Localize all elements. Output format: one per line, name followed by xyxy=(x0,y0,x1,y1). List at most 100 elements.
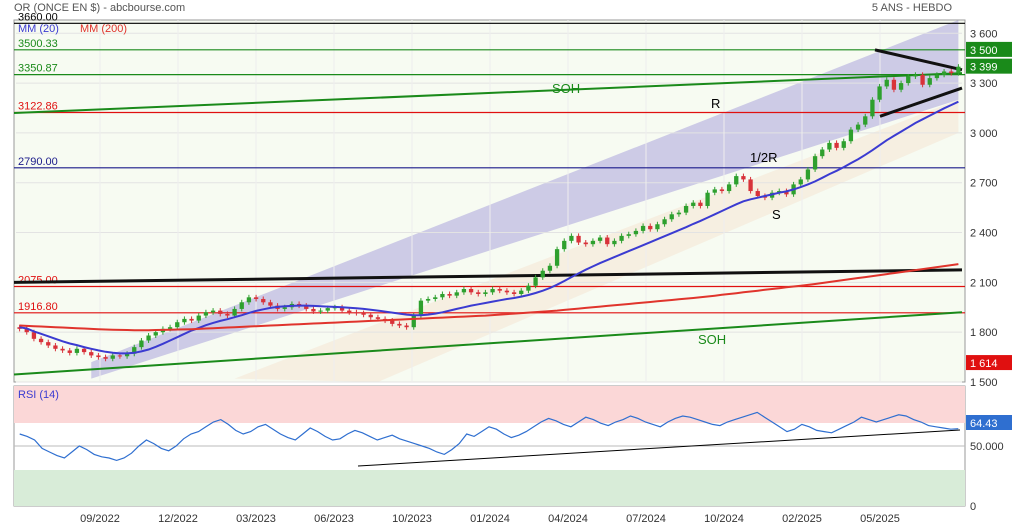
ma20-line xyxy=(19,100,959,355)
candle-body xyxy=(927,78,932,85)
rsi-tick-label: 0 xyxy=(970,501,976,513)
candle-body xyxy=(834,142,839,148)
y-tick-label: 1 500 xyxy=(970,377,998,389)
x-tick-label: 09/2022 xyxy=(80,513,120,525)
candle-body xyxy=(368,314,373,318)
candle-body xyxy=(812,156,818,170)
candle-body xyxy=(203,312,209,316)
candle-body xyxy=(562,240,567,250)
triangle-bottom-line xyxy=(879,86,963,118)
chart-period: 5 ANS - HEBDO xyxy=(871,2,952,14)
rsi-overbought-zone xyxy=(14,386,965,423)
candle-body xyxy=(533,277,538,286)
candle-body xyxy=(53,345,58,349)
candle-body xyxy=(483,292,488,294)
candle-body xyxy=(24,328,29,333)
candle-body xyxy=(167,327,173,329)
candle-body xyxy=(210,310,216,313)
candle-body xyxy=(38,338,44,343)
r-label: R xyxy=(711,96,720,111)
candle-body xyxy=(232,308,237,316)
candle-body xyxy=(913,74,918,77)
level-label: 1916.80 xyxy=(18,301,58,313)
y-tick-label: 3 600 xyxy=(970,28,998,40)
soh-lower-line xyxy=(13,311,963,376)
price-badge xyxy=(966,41,1012,57)
candle-body xyxy=(820,149,825,157)
candle-body xyxy=(96,355,101,358)
candle-body xyxy=(662,219,667,225)
candle-body xyxy=(433,297,438,299)
candle-body xyxy=(877,86,882,100)
candle-body xyxy=(397,323,402,326)
level-label: 3660.00 xyxy=(18,11,58,23)
y-tick-label: 2 700 xyxy=(970,178,998,190)
soh-upper-line xyxy=(13,72,963,114)
candle-body xyxy=(282,307,287,309)
candle-body xyxy=(318,310,323,312)
candle-body xyxy=(626,234,631,236)
candle-body xyxy=(304,305,309,309)
grid xyxy=(16,20,962,383)
candle-body xyxy=(175,322,180,328)
candle-body xyxy=(225,313,230,316)
price-badge-label: 1 614 xyxy=(970,358,998,370)
candle-body xyxy=(798,179,803,185)
ma200-line xyxy=(19,263,959,332)
candle-body xyxy=(590,240,596,245)
half-r-label: 1/2R xyxy=(750,150,777,165)
rsi-value-label: 64.43 xyxy=(970,418,998,430)
candle-body xyxy=(468,289,474,293)
candle-body xyxy=(497,289,502,291)
candle-body xyxy=(583,242,588,245)
x-tick-label: 06/2023 xyxy=(314,513,354,525)
candle-body xyxy=(182,318,187,323)
candle-body xyxy=(454,292,459,296)
candle-body xyxy=(784,191,789,195)
price-badge-label: 3 500 xyxy=(970,45,998,57)
candle-body xyxy=(347,310,352,313)
price-badge xyxy=(966,58,1012,74)
candle-body xyxy=(261,298,266,303)
candle-body xyxy=(218,310,223,314)
candle-body xyxy=(748,179,753,192)
y-tick-label: 2 400 xyxy=(970,228,998,240)
x-tick-label: 10/2023 xyxy=(392,513,432,525)
soh-top-label: SOH xyxy=(552,81,580,96)
candle-body xyxy=(898,83,904,90)
candle-body xyxy=(576,235,581,243)
candle-body xyxy=(669,214,674,220)
candle-body xyxy=(683,205,689,213)
candle-body xyxy=(490,289,495,293)
candle-body xyxy=(67,350,72,353)
candle-body xyxy=(74,348,80,353)
candle-body xyxy=(404,325,409,328)
y-axis-ticks: 1 500 1 800 2 100 2 400 2 700 3 000 3 300 3 600 xyxy=(970,28,998,389)
candle-body xyxy=(447,293,452,296)
candle-body xyxy=(612,240,617,245)
candle-body xyxy=(906,76,911,84)
candle-body xyxy=(110,355,115,359)
x-tick-label: 04/2024 xyxy=(548,513,588,525)
candle-body xyxy=(597,237,603,241)
candle-body xyxy=(848,129,854,142)
candle-body xyxy=(855,124,861,130)
rsi-trend-line xyxy=(357,429,961,467)
rsi-title: RSI (14) xyxy=(18,389,59,401)
candle-body xyxy=(153,332,158,336)
candle-body xyxy=(691,202,696,206)
candle-body xyxy=(253,297,259,299)
candle-body xyxy=(354,312,359,314)
x-axis-ticks: 09/2022 12/2022 03/2023 06/2023 10/2023 01/20… xyxy=(80,513,900,525)
rsi-tick-label: 50.000 xyxy=(970,441,1004,453)
candle-body xyxy=(461,289,467,293)
candle-body xyxy=(440,293,445,298)
chart-title: OR (ONCE EN $) - abcbourse.com xyxy=(14,2,186,14)
rsi-line xyxy=(19,411,959,462)
s-label: S xyxy=(772,207,781,222)
rsi-oversold-zone xyxy=(14,470,965,506)
candle-body xyxy=(719,189,725,192)
level-label: 3122.86 xyxy=(18,101,58,113)
candle-body xyxy=(920,74,925,85)
